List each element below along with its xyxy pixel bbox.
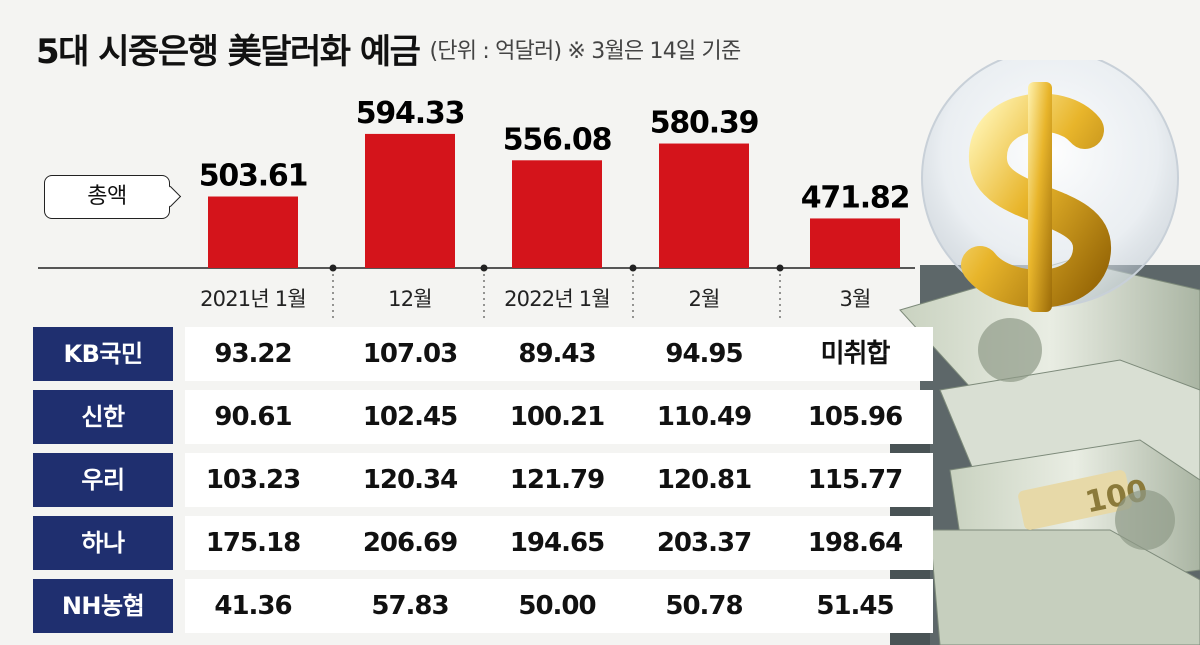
axis-dot [629,264,637,272]
table-row: NH농협 41.36 57.83 50.00 50.78 51.45 [33,579,933,637]
row-background [185,453,933,507]
table-cell: 103.23 [205,465,301,495]
table-cell: 93.22 [214,339,292,369]
row-background [185,390,933,444]
table-cell: 110.49 [656,402,752,432]
table-row: 우리 103.23 120.34 121.79 120.81 115.77 [33,453,933,511]
chart-title: 5대 시중은행 美달러화 예금 [36,32,421,72]
bank-name-label: KB국민 [33,327,173,381]
table-cell: 100.21 [509,402,605,432]
table-cell: 121.79 [509,465,605,495]
bank-name-label: 신한 [33,390,173,444]
bar [365,133,455,268]
bar-value-label: 503.61 [199,159,308,194]
bar-value-label: 594.33 [356,96,465,131]
bank-name-label: 우리 [33,453,173,507]
table-cell: 50.78 [665,591,743,621]
bar-chart: 503.61 2021년 1월 594.33 12월 556.08 2022년 1월 580… [38,96,915,320]
table-row: 신한 90.61 102.45 100.21 110.49 105.96 [33,390,933,448]
table-row: KB국민 93.22 107.03 89.43 94.95 미취합 [33,327,933,385]
title-block: 5대 시중은행 美달러화 예금 (단위 : 억달러) ※ 3월은 14일 기준 [36,24,741,73]
table-row: 하나 175.18 206.69 194.65 203.37 198.64 [33,516,933,574]
money-illustration: 100 [890,60,1200,645]
table-cell: 175.18 [205,528,301,558]
bar [659,143,749,268]
axis-dot [776,264,784,272]
row-background [185,516,933,570]
table-cell: 41.36 [214,591,292,621]
total-label: 총액 [44,175,170,219]
table-cell: 94.95 [665,339,743,369]
table-cell: 미취합 [820,339,891,369]
dollar-sign-icon [921,60,1179,312]
bank-name-label: 하나 [33,516,173,570]
bar [208,196,298,268]
table-cell: 102.45 [362,402,458,432]
table-cell: 105.96 [807,402,903,432]
table-cell: 51.45 [816,591,894,621]
table-cell: 50.00 [518,591,596,621]
chart-subtitle: (단위 : 억달러) ※ 3월은 14일 기준 [429,38,741,64]
table-cell: 90.61 [214,402,292,432]
table-cell: 203.37 [656,528,752,558]
bar [810,218,900,268]
table-cell: 206.69 [362,528,458,558]
x-tick-label: 2월 [688,287,719,311]
bar-value-label: 556.08 [503,122,612,157]
table-cell: 120.34 [362,465,458,495]
table-cell: 89.43 [518,339,596,369]
table-cell: 57.83 [371,591,449,621]
axis-dot [480,264,488,272]
table-cell: 107.03 [362,339,458,369]
axis-dot [329,264,337,272]
bar-value-label: 580.39 [650,106,759,141]
bar-value-label: 471.82 [801,180,910,215]
x-tick-label: 3월 [839,287,870,311]
bank-name-label: NH농협 [33,579,173,633]
table-cell: 194.65 [509,528,605,558]
row-background [185,579,933,633]
table-cell: 198.64 [807,528,903,558]
banknote-stack: 100 [890,259,1200,645]
row-background [185,327,933,381]
table-cell: 115.77 [807,465,903,495]
x-tick-label: 2021년 1월 [200,287,306,311]
x-tick-label: 2022년 1월 [504,287,610,311]
x-tick-label: 12월 [388,287,432,311]
bar [512,160,602,268]
table-cell: 120.81 [656,465,752,495]
